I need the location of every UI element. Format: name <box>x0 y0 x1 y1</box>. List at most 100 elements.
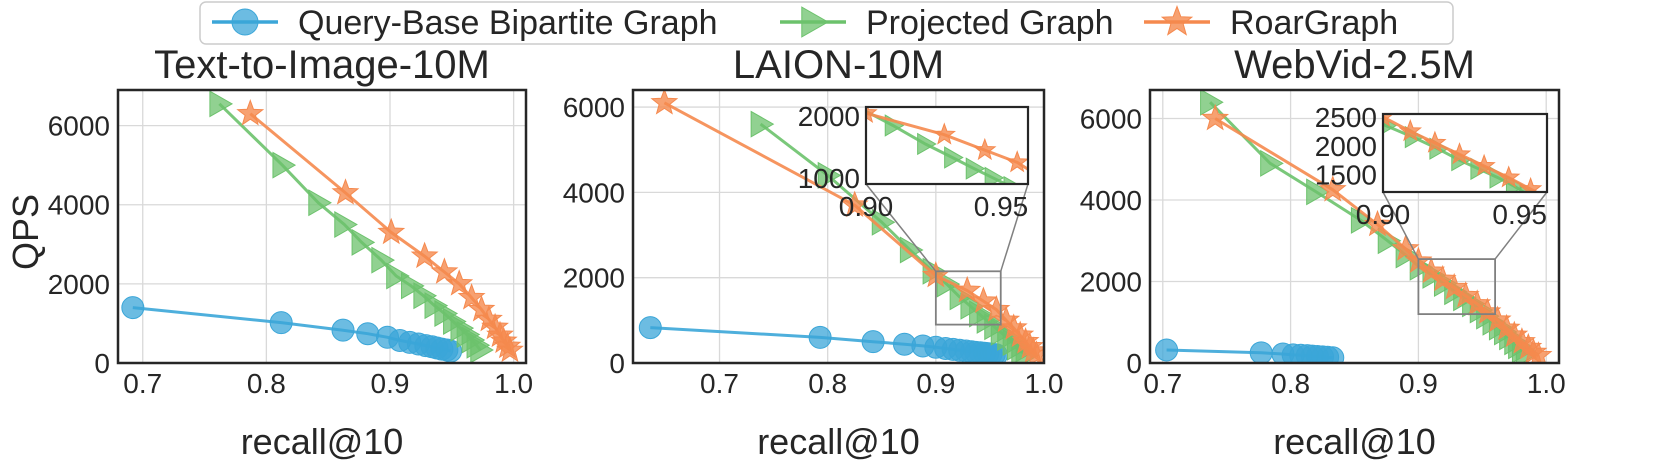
data-point <box>236 99 265 126</box>
data-point <box>331 178 360 205</box>
legend-entry-0: Query-Base Bipartite Graph <box>212 4 718 42</box>
y-tick-label: 6000 <box>1080 104 1142 135</box>
x-tick-label: 0.8 <box>808 368 847 399</box>
inset-series-line <box>1383 115 1540 192</box>
data-point <box>953 275 982 303</box>
data-point <box>982 295 1011 322</box>
x-tick-label: 1.0 <box>1025 368 1064 399</box>
data-point <box>386 262 410 290</box>
inset-data-point <box>1031 167 1052 187</box>
inset-data-point <box>1547 200 1565 221</box>
inset-axes: 0.90 0.95 1000 2000 <box>798 101 1054 233</box>
data-point <box>1260 149 1284 177</box>
inset-y-tick-label: 2000 <box>798 101 860 132</box>
legend-entry-1: Projected Graph <box>780 4 1114 42</box>
inset-data-point <box>1518 176 1543 192</box>
x-tick-label: 0.9 <box>916 368 955 399</box>
inset-data-point <box>900 211 918 229</box>
data-point <box>377 217 406 245</box>
inset-data-point <box>866 107 878 124</box>
data-point <box>401 272 425 300</box>
inset-data-point <box>932 122 956 145</box>
data-point <box>969 286 998 313</box>
y-tick-label: 6000 <box>48 111 110 142</box>
inset-data-point <box>1447 142 1472 165</box>
panel-title: LAION-10M <box>733 43 944 87</box>
inset-frame <box>864 105 1030 186</box>
inset-y-tick-label: 1000 <box>798 163 860 194</box>
data-point <box>650 90 679 115</box>
inset-x-tick-label: 0.95 <box>1492 199 1547 230</box>
inset-data-point <box>944 146 964 169</box>
data-point <box>457 283 486 310</box>
legend-marker <box>1160 4 1194 36</box>
legend-label: RoarGraph <box>1230 4 1398 42</box>
data-point <box>1318 175 1347 202</box>
x-axis-label: recall@10 <box>241 421 404 462</box>
zoom-region <box>1417 258 1496 316</box>
plot-frame <box>116 88 528 365</box>
data-point <box>308 189 332 217</box>
y-axis-label: QPS <box>5 194 46 270</box>
data-point <box>1524 341 1553 363</box>
data-point <box>1451 281 1480 308</box>
inset-data-point <box>1497 165 1521 188</box>
data-point <box>334 211 358 239</box>
data-point <box>840 190 869 218</box>
inset-data-point <box>1558 207 1576 228</box>
data-point <box>750 110 775 138</box>
x-tick-label: 1.0 <box>1527 368 1566 399</box>
inset-x-tick-label: 0.90 <box>839 191 894 222</box>
data-point <box>331 318 355 342</box>
x-axis-label: recall@10 <box>757 421 920 462</box>
inset-data-point <box>973 137 997 161</box>
data-point <box>269 311 293 335</box>
x-tick-label: 0.7 <box>123 368 162 399</box>
zoom-connector <box>1494 191 1548 260</box>
y-tick-label: 2000 <box>563 263 625 294</box>
x-tick-label: 0.7 <box>1143 368 1182 399</box>
y-tick-label: 4000 <box>563 177 625 208</box>
data-point <box>1155 338 1179 362</box>
data-point <box>356 322 380 346</box>
inset-x-tick-label: 0.90 <box>1356 199 1411 230</box>
legend-entry-2: RoarGraph <box>1144 4 1398 42</box>
inset-data-point <box>957 215 975 233</box>
chart-panel-2: 0.7 0.8 0.9 1.0 0 2000 4000 6000 WebVid-2.5M reca… <box>1080 43 1582 462</box>
data-point <box>272 151 297 179</box>
y-tick-label: 0 <box>94 348 110 379</box>
data-point <box>496 335 524 363</box>
x-axis-label: recall@10 <box>1273 421 1436 462</box>
data-point <box>1391 234 1420 261</box>
y-tick-label: 6000 <box>563 92 625 123</box>
plot-frame <box>1148 88 1561 365</box>
data-point <box>1200 90 1224 116</box>
zoom-connector <box>1000 183 1029 272</box>
x-tick-label: 0.9 <box>371 368 410 399</box>
zoom-connector <box>1382 191 1420 260</box>
y-tick-label: 0 <box>609 348 625 379</box>
inset-data-point <box>916 212 934 230</box>
y-tick-label: 2000 <box>48 269 110 300</box>
inset-y-tick-label: 2000 <box>1315 131 1377 162</box>
inset-data-point <box>1036 192 1054 213</box>
data-point <box>1201 103 1230 131</box>
x-tick-label: 0.7 <box>700 368 739 399</box>
data-point <box>1306 178 1330 206</box>
data-point <box>1428 264 1457 292</box>
legend-label: Query-Base Bipartite Graph <box>298 4 718 42</box>
x-tick-label: 1.0 <box>494 368 533 399</box>
data-point <box>430 257 459 284</box>
inset-data-point <box>1383 114 1394 127</box>
x-tick-label: 0.8 <box>1271 368 1310 399</box>
legend: Query-Base Bipartite Graph Projected Grap… <box>199 1 1454 45</box>
inset-data-point <box>946 214 964 232</box>
data-point <box>121 296 145 320</box>
data-point <box>638 316 662 340</box>
inset-data-point <box>1398 119 1422 142</box>
inset-data-point <box>1561 201 1582 221</box>
data-point <box>1022 340 1044 363</box>
data-point <box>371 246 396 274</box>
inset-x-tick-label: 0.95 <box>974 191 1029 222</box>
